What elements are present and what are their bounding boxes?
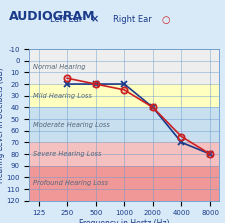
Bar [29,142,218,166]
Text: Moderate Hearing Loss: Moderate Hearing Loss [32,122,109,128]
Text: Right Ear: Right Ear [112,15,151,24]
Text: ○: ○ [161,15,169,25]
Text: Normal Hearing: Normal Hearing [32,64,85,70]
Bar [29,84,218,107]
Text: Severe Hearing Loss: Severe Hearing Loss [32,151,101,157]
Bar [29,166,218,201]
Text: ×: × [90,15,98,25]
Bar [29,107,218,142]
Text: Profound Hearing Loss: Profound Hearing Loss [32,180,107,186]
Y-axis label: Hearing Level in Decibels (dB): Hearing Level in Decibels (dB) [0,67,5,183]
Text: AUDIOGRAM: AUDIOGRAM [9,10,95,23]
X-axis label: Frequency in Hertz (Hz): Frequency in Hertz (Hz) [79,219,169,223]
Bar [29,49,218,84]
Text: Left Ear: Left Ear [50,15,82,24]
Text: Mild Hearing Loss: Mild Hearing Loss [32,93,91,99]
